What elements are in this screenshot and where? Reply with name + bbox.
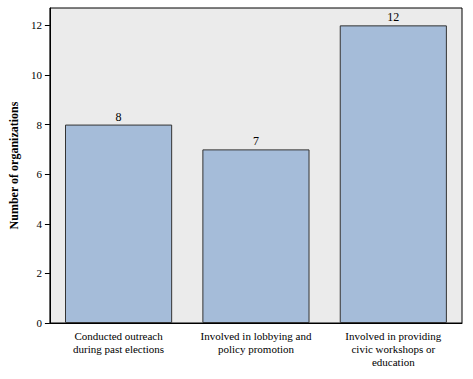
svg-text:Number of organizations: Number of organizations [7,101,21,229]
svg-text:8: 8 [36,119,42,131]
svg-text:Conducted outreach: Conducted outreach [74,330,163,342]
svg-text:policy promotion: policy promotion [218,343,295,355]
svg-text:Involved in lobbying and: Involved in lobbying and [200,330,311,342]
svg-text:0: 0 [36,317,42,329]
svg-text:8: 8 [116,110,122,124]
svg-text:12: 12 [31,19,42,31]
svg-text:Involved in providing: Involved in providing [345,330,441,342]
svg-text:12: 12 [387,10,399,24]
svg-text:7: 7 [253,134,259,148]
svg-text:10: 10 [31,69,43,81]
svg-text:education: education [372,356,415,368]
svg-text:2: 2 [36,267,42,279]
svg-text:4: 4 [36,218,42,230]
svg-text:6: 6 [36,168,42,180]
svg-text:civic workshops or: civic workshops or [351,343,435,355]
svg-text:during past elections: during past elections [73,343,164,355]
